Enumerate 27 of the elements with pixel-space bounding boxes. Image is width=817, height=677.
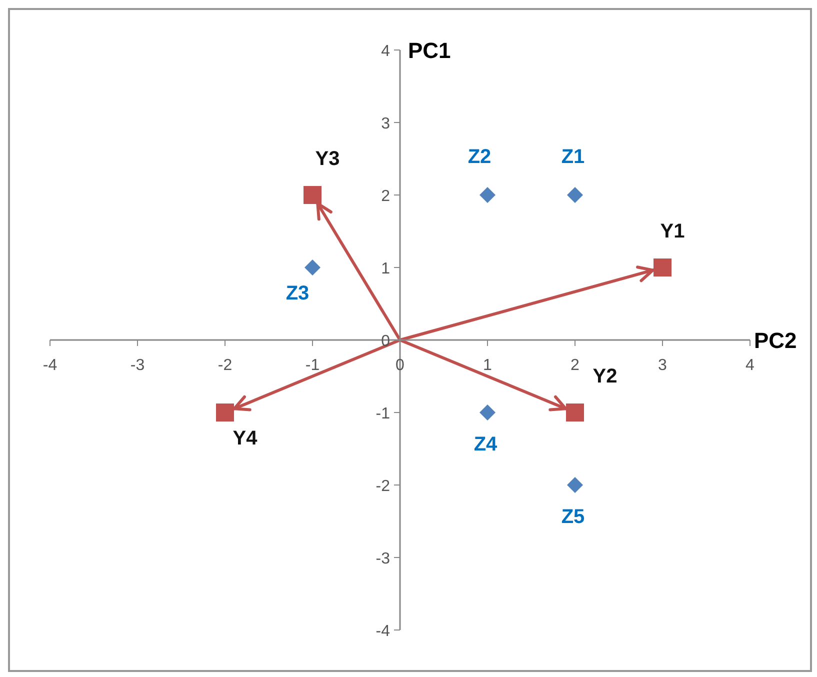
x-tick-label: -3	[130, 357, 145, 374]
data-label: Y2	[592, 366, 618, 388]
y-tick-label: 3	[381, 116, 390, 132]
y-tick-label: -1	[376, 406, 390, 422]
x-axis-title: PC2	[754, 328, 797, 353]
x-tick-label: 2	[570, 357, 580, 374]
data-label: Z3	[286, 282, 310, 304]
data-label: Z1	[561, 146, 585, 168]
y-tick-label: 1	[381, 260, 390, 278]
data-label: Y4	[232, 428, 258, 450]
data-label: Y3	[315, 148, 340, 170]
x-tick-label: -2	[218, 357, 232, 374]
y-axis-title: PC1	[408, 38, 451, 63]
data-label: Z5	[561, 506, 585, 528]
y-tick-label: 4	[381, 43, 390, 60]
data-label: Y1	[660, 220, 685, 242]
y-tick-label: -2	[376, 478, 390, 495]
y-tick-label: -3	[376, 550, 390, 568]
y-tick-label: -4	[376, 623, 390, 640]
x-tick-label: 4	[746, 357, 755, 374]
data-label: Z2	[468, 146, 492, 168]
x-tick-label: 3	[658, 357, 668, 374]
x-tick-label: -1	[305, 357, 320, 374]
x-tick-label: 1	[483, 357, 492, 374]
x-tick-label: -4	[42, 357, 58, 374]
y-tick-label: 2	[381, 188, 390, 205]
data-label: Z4	[474, 434, 498, 456]
